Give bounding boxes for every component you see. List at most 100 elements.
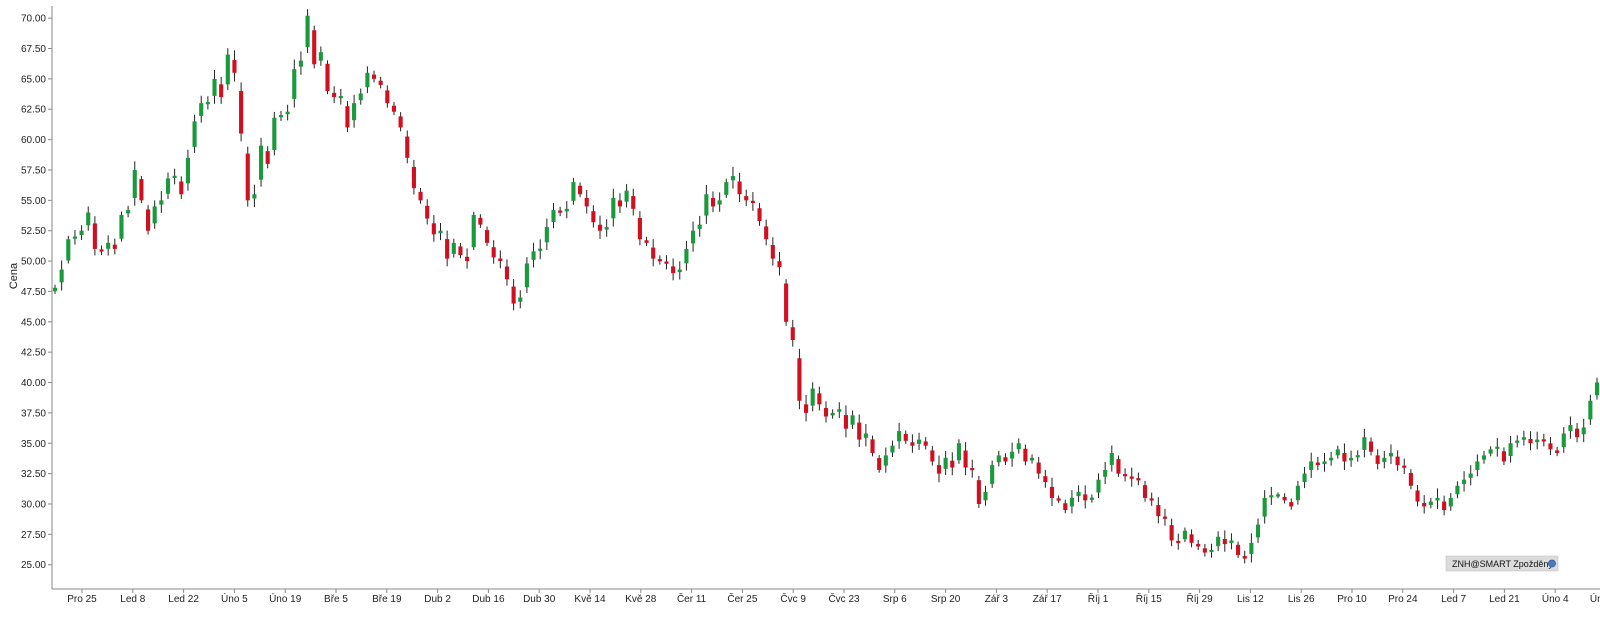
candle-body bbox=[637, 217, 642, 240]
y-tick-label: 50.00 bbox=[21, 257, 46, 268]
candles-layer bbox=[52, 9, 1600, 564]
candle-body bbox=[651, 247, 656, 259]
candle-body bbox=[1249, 542, 1254, 554]
candle-body bbox=[1129, 476, 1134, 479]
candle-body bbox=[1581, 427, 1586, 435]
candle-body bbox=[411, 166, 416, 189]
x-tick-label: Říj 29 bbox=[1187, 592, 1214, 605]
candle-body bbox=[1142, 485, 1148, 498]
candle-body bbox=[1541, 439, 1546, 442]
candle-body bbox=[1069, 497, 1074, 507]
candle-body bbox=[1196, 543, 1201, 547]
source-badge: ZNH@SMART Zpožděný bbox=[1445, 555, 1559, 572]
candle-body bbox=[1076, 491, 1081, 497]
candle-body bbox=[1388, 452, 1394, 457]
candle-body bbox=[332, 92, 337, 98]
candle-body bbox=[1368, 441, 1374, 452]
candle-body bbox=[910, 442, 915, 446]
candle-body bbox=[564, 208, 569, 212]
source-badge-bg bbox=[1445, 555, 1559, 572]
candle-body bbox=[1422, 503, 1427, 507]
candle-body bbox=[1023, 448, 1028, 462]
candle-body bbox=[1382, 457, 1387, 463]
candle-body bbox=[378, 80, 383, 85]
candle-body bbox=[524, 263, 529, 288]
candle-body bbox=[1016, 443, 1021, 450]
y-tick-label: 60.00 bbox=[21, 135, 46, 146]
candle-body bbox=[923, 441, 928, 446]
candle-body bbox=[145, 209, 151, 231]
y-tick-label: 45.00 bbox=[21, 317, 46, 328]
candle-body bbox=[126, 210, 131, 214]
candle-body bbox=[1481, 455, 1487, 460]
candle-body bbox=[1123, 474, 1128, 477]
candle-body bbox=[1495, 446, 1500, 449]
candle-body bbox=[764, 226, 769, 240]
candle-body bbox=[830, 412, 835, 416]
candle-body bbox=[465, 256, 470, 262]
candle-body bbox=[1222, 538, 1227, 545]
candle-body bbox=[292, 69, 297, 99]
x-tick-label: Čvc 9 bbox=[780, 592, 806, 605]
x-tick-label: Říj 15 bbox=[1136, 592, 1163, 605]
y-tick-label: 27.50 bbox=[21, 530, 46, 541]
candle-body bbox=[518, 297, 523, 302]
candle-body bbox=[1349, 457, 1354, 461]
candle-body bbox=[817, 393, 822, 405]
candle-body bbox=[1242, 556, 1247, 559]
y-axis: 25.00 27.50 30.00 32.50 35.00 37.50 40.00 42.50… bbox=[21, 6, 53, 589]
y-tick-label: 55.00 bbox=[21, 196, 46, 207]
candle-body bbox=[484, 230, 490, 243]
candle-body bbox=[1275, 494, 1281, 497]
candle-body bbox=[697, 224, 702, 229]
candle-body bbox=[1535, 439, 1540, 443]
candle-body bbox=[1442, 501, 1447, 511]
candle-body bbox=[1262, 497, 1267, 517]
candle-body bbox=[179, 181, 184, 195]
x-tick-label: Úno 4 bbox=[1542, 592, 1569, 605]
candle-body bbox=[1289, 502, 1294, 507]
candle-body bbox=[106, 242, 111, 249]
candle-body bbox=[1428, 501, 1433, 505]
candle-body bbox=[843, 415, 849, 429]
candle-body bbox=[644, 240, 649, 243]
candle-body bbox=[139, 179, 144, 201]
candle-body bbox=[405, 136, 410, 158]
candle-body bbox=[1515, 440, 1520, 443]
candle-body bbox=[963, 450, 968, 468]
y-tick-label: 40.00 bbox=[21, 378, 46, 389]
candle-body bbox=[724, 182, 729, 195]
candle-body bbox=[265, 151, 270, 164]
candle-body bbox=[219, 84, 224, 98]
x-axis: Pro 25 Led 8 Led 22 Úno 5 Úno 19 Bře 5 Bře 19 D… bbox=[52, 588, 1600, 605]
candle-body bbox=[538, 248, 543, 251]
candle-body bbox=[199, 103, 204, 116]
candle-body bbox=[1342, 452, 1347, 462]
candle-body bbox=[936, 465, 942, 474]
candle-body bbox=[1568, 425, 1573, 431]
candle-body bbox=[1362, 437, 1367, 450]
candle-body bbox=[1209, 549, 1214, 553]
candle-body bbox=[717, 200, 722, 205]
candle-body bbox=[737, 181, 742, 195]
candle-body bbox=[757, 208, 762, 221]
candle-body bbox=[1162, 516, 1168, 519]
x-tick-label: Srp 6 bbox=[883, 594, 907, 605]
candle-body bbox=[571, 182, 576, 201]
x-tick-label: Pro 24 bbox=[1388, 594, 1418, 605]
x-tick-label: Pro 25 bbox=[67, 594, 97, 605]
candle-body bbox=[790, 327, 795, 341]
candle-body bbox=[66, 239, 71, 261]
candle-body bbox=[119, 214, 124, 239]
x-tick-label: Úno 19 bbox=[269, 592, 302, 605]
candle-body bbox=[750, 200, 755, 204]
candle-body bbox=[1029, 457, 1035, 461]
y-tick-label: 37.50 bbox=[21, 408, 46, 419]
candle-body bbox=[617, 200, 623, 207]
candle-body bbox=[1063, 503, 1068, 511]
candle-body bbox=[1083, 494, 1088, 501]
candle-body bbox=[79, 230, 84, 235]
candle-body bbox=[1103, 469, 1108, 477]
candle-body bbox=[591, 211, 596, 223]
y-tick-label: 42.50 bbox=[21, 348, 46, 359]
